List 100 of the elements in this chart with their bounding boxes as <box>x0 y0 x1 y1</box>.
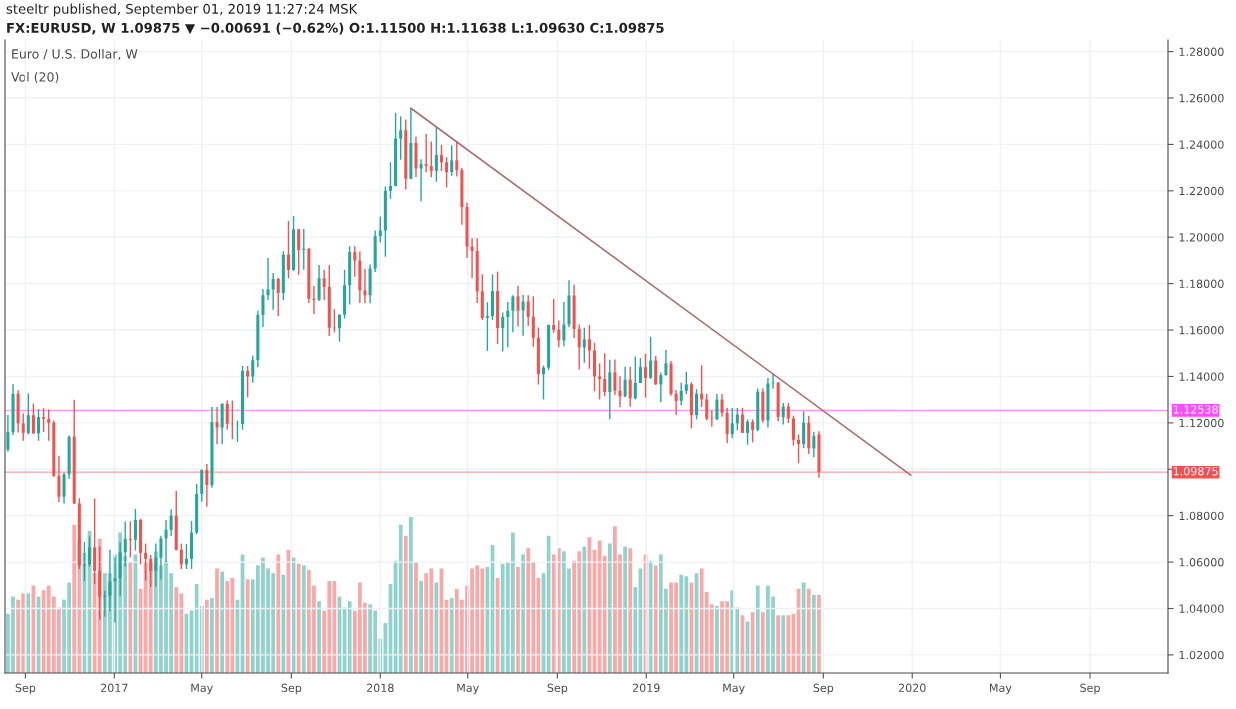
bar <box>220 571 225 673</box>
candlestick <box>276 277 280 317</box>
y-tick-label: 1.18000 <box>1179 279 1224 289</box>
bar <box>521 554 525 673</box>
candlestick <box>557 319 561 348</box>
candlestick <box>215 406 219 445</box>
candlestick <box>439 144 444 172</box>
y-tick-label: 1.12000 <box>1179 418 1224 428</box>
candlestick <box>740 407 744 434</box>
bar <box>408 517 413 673</box>
bar <box>301 565 306 673</box>
bar <box>806 588 811 673</box>
bar <box>607 543 612 673</box>
candlestick <box>266 257 270 301</box>
candlestick <box>286 220 290 279</box>
bar <box>546 535 551 673</box>
bar <box>26 593 31 673</box>
bar <box>628 548 633 673</box>
y-tick-label: 1.16000 <box>1179 326 1224 335</box>
bar <box>449 598 454 673</box>
candlestick <box>455 140 459 178</box>
bar <box>755 585 760 673</box>
y-tick-label: 1.26000 <box>1179 93 1224 103</box>
candlestick <box>128 520 132 559</box>
candlestick <box>791 414 795 447</box>
x-tick-label: May <box>457 683 479 695</box>
candlestick <box>251 354 255 384</box>
candlestick <box>57 455 61 503</box>
candlestick <box>633 355 637 401</box>
chart-title: FX:EURUSD, W 1.09875 ▼ −0.00691 (−0.62%) O:1.11500 H:1.11638 L:1.09630 C:1.09875 <box>7 22 664 35</box>
bar <box>760 612 765 673</box>
text: steeltr published, September 01, 2019 11:27:24 MSK <box>6 3 358 17</box>
candlestick <box>649 336 653 380</box>
candlestick <box>679 382 683 406</box>
bar <box>128 562 133 673</box>
candlestick <box>613 358 617 396</box>
bar <box>648 560 653 673</box>
candlestick <box>501 311 505 353</box>
candlestick <box>618 375 622 409</box>
x-tick-label: 2019 <box>632 683 660 693</box>
y-tick-label: 1.28000 <box>1179 47 1224 56</box>
candlestick <box>445 156 449 189</box>
candlestick <box>424 133 428 173</box>
bar <box>225 580 230 673</box>
bar <box>245 579 250 673</box>
candlestick <box>353 245 357 278</box>
candlestick <box>205 463 209 508</box>
bar <box>801 582 806 673</box>
candlestick <box>225 399 229 431</box>
candlestick <box>88 535 92 568</box>
bar <box>72 524 77 673</box>
x-tick-label: 2018 <box>366 683 394 693</box>
bar <box>750 612 755 673</box>
candlestick <box>598 362 602 401</box>
candlestick <box>746 418 750 446</box>
x-tick-label: May <box>191 683 213 695</box>
candlestick <box>322 269 326 301</box>
bar <box>174 587 179 673</box>
candlestick <box>149 554 153 588</box>
candlestick <box>179 542 183 570</box>
x-tick-label: Sep <box>1080 683 1100 695</box>
candlestick <box>42 407 46 433</box>
bar <box>526 548 531 673</box>
candlestick <box>720 393 724 418</box>
bar <box>403 535 408 673</box>
bar <box>281 574 286 673</box>
y-tick-label: 1.20000 <box>1179 233 1224 242</box>
bar <box>516 566 520 673</box>
candlestick <box>608 359 612 420</box>
bar <box>817 595 821 673</box>
bar <box>419 580 423 673</box>
bar <box>623 546 628 673</box>
candlestick <box>582 327 586 364</box>
candlestick <box>628 366 632 408</box>
bar <box>811 595 816 673</box>
candlestick <box>169 508 173 537</box>
bar <box>317 601 321 673</box>
candlestick <box>541 364 546 401</box>
candlestick <box>521 294 525 337</box>
candlestick <box>419 158 423 202</box>
candlestick <box>36 408 41 442</box>
candlestick <box>802 410 806 449</box>
candlestick <box>562 301 566 347</box>
x-tick-label: 2017 <box>100 683 128 693</box>
candlestick <box>715 393 719 422</box>
bar <box>347 601 352 673</box>
candlestick <box>388 161 393 200</box>
bar <box>781 615 786 673</box>
candlestick <box>363 268 367 304</box>
bar <box>776 615 781 673</box>
candlestick <box>399 115 403 161</box>
candlestick <box>429 140 433 178</box>
bar <box>633 587 638 673</box>
candlestick <box>812 430 816 458</box>
y-tick-label: 1.02000 <box>1179 650 1224 660</box>
bar <box>551 554 556 673</box>
y-tick-label: 1.06000 <box>1179 558 1224 567</box>
candlestick <box>643 353 648 399</box>
y-tick-label: 1.08000 <box>1179 511 1224 521</box>
candlestick <box>725 407 729 444</box>
